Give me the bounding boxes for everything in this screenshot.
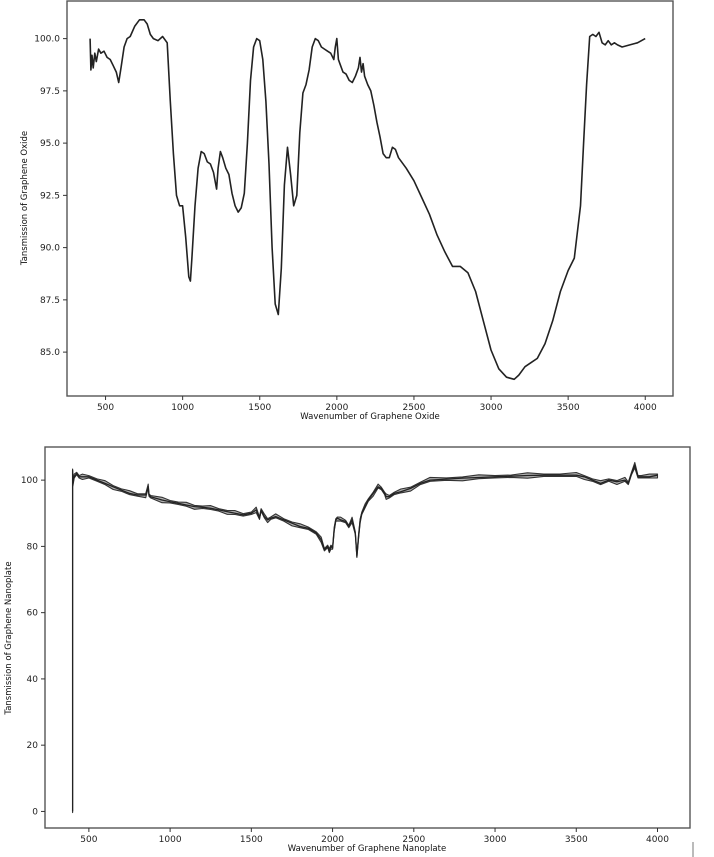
chart-graphene-nanoplate: 0 20 40 60 80 100 500 1000 1500 2000 2500 3000 3500… bbox=[4, 446, 691, 854]
x-tick-label: 3000 bbox=[480, 403, 503, 413]
x-tick-label: 3500 bbox=[565, 835, 588, 845]
x-axis-label: Wavenumber of Graphene Oxide bbox=[300, 412, 439, 422]
y-axis-ticks: 85.0 87.5 90.0 92.5 95.0 97.5 100.0 bbox=[34, 35, 67, 358]
x-tick-label: 1500 bbox=[248, 403, 271, 413]
y-tick-label: 40 bbox=[27, 675, 39, 685]
x-tick-label: 1000 bbox=[159, 835, 182, 845]
chart-graphene-oxide: 85.0 87.5 90.0 92.5 95.0 97.5 100.0 500 1000 150… bbox=[20, 0, 674, 422]
y-tick-label: 90.0 bbox=[40, 244, 60, 254]
y-axis-label: Tansmission of Graphene Oxide bbox=[20, 131, 30, 266]
y-tick-label: 80 bbox=[27, 542, 39, 552]
y-tick-label: 97.5 bbox=[40, 87, 60, 97]
y-tick-label: 85.0 bbox=[40, 348, 60, 358]
x-tick-label: 2500 bbox=[402, 835, 425, 845]
x-tick-label: 2000 bbox=[325, 403, 348, 413]
axes-frame bbox=[44, 446, 691, 829]
transmission-line bbox=[71, 464, 658, 812]
y-tick-label: 0 bbox=[32, 807, 38, 817]
x-tick-label: 1000 bbox=[171, 403, 194, 413]
x-axis-ticks: 500 1000 1500 2000 2500 3000 3500 4000 bbox=[97, 396, 657, 413]
axes-frame bbox=[66, 0, 674, 397]
x-tick-label: 4000 bbox=[646, 835, 669, 845]
y-tick-label: 87.5 bbox=[40, 296, 60, 306]
x-axis-ticks: 500 1000 1500 2000 2500 3000 3500 4000 bbox=[80, 828, 669, 845]
x-tick-label: 3500 bbox=[557, 403, 580, 413]
x-axis-label: Wavenumber of Graphene Nanoplate bbox=[288, 844, 446, 854]
y-tick-label: 20 bbox=[27, 741, 39, 751]
x-tick-label: 3000 bbox=[484, 835, 507, 845]
transmission-line bbox=[89, 18, 646, 381]
x-tick-label: 500 bbox=[97, 403, 114, 413]
y-tick-label: 92.5 bbox=[40, 191, 60, 201]
x-tick-label: 2000 bbox=[321, 835, 344, 845]
x-tick-label: 2500 bbox=[402, 403, 425, 413]
y-tick-label: 100 bbox=[21, 476, 38, 486]
y-tick-label: 60 bbox=[27, 609, 39, 619]
x-tick-label: 1500 bbox=[240, 835, 263, 845]
y-axis-label: Tansmission of Graphene Nanoplate bbox=[4, 561, 14, 715]
transmission-band bbox=[72, 461, 659, 814]
y-axis-ticks: 0 20 40 60 80 100 bbox=[21, 476, 45, 817]
y-tick-label: 95.0 bbox=[40, 139, 60, 149]
y-tick-label: 100.0 bbox=[34, 35, 60, 45]
x-tick-label: 500 bbox=[80, 835, 97, 845]
x-tick-label: 4000 bbox=[634, 403, 657, 413]
